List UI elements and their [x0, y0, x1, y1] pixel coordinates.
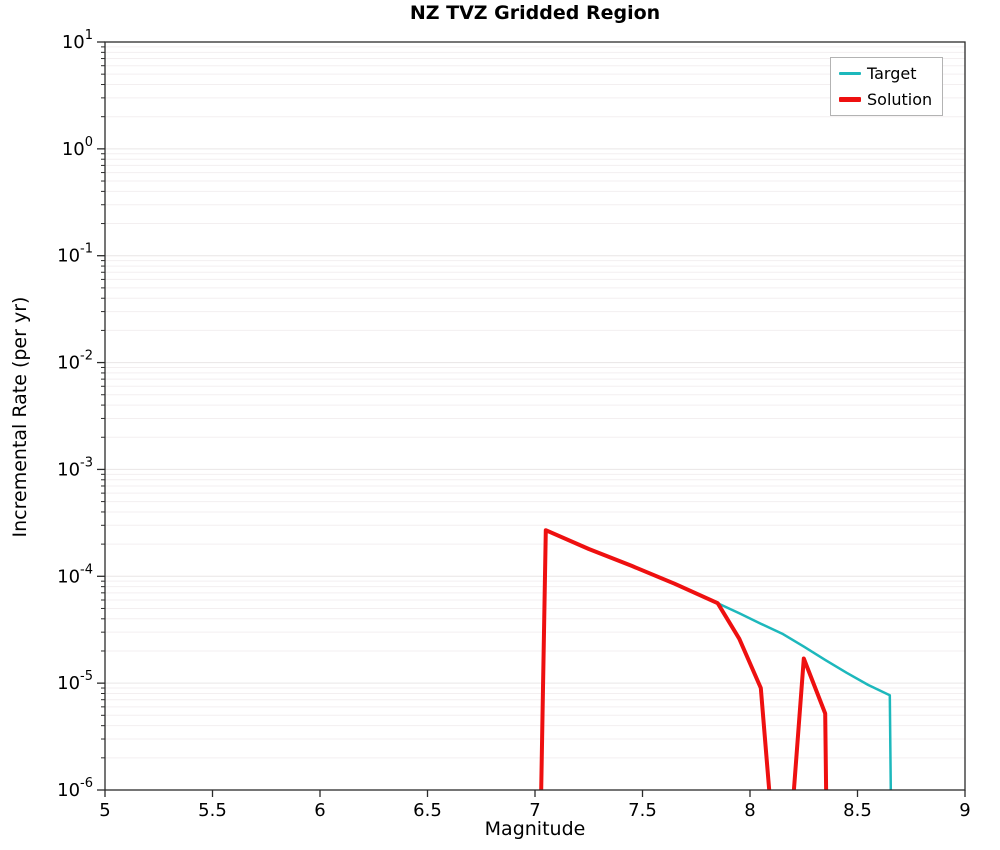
- legend-item-target: Target: [839, 64, 932, 83]
- legend-item-solution: Solution: [839, 90, 932, 109]
- solution-line-sample: [839, 97, 861, 102]
- x-tick-label: 8: [744, 800, 755, 821]
- axis-ticks: 101 100 10-1 10-2 10-3 10-4 10-5 10-6 5 5.5 6 6.5 7 7…: [57, 28, 971, 821]
- y-tick-label: 101: [62, 28, 93, 53]
- legend: Target Solution: [830, 57, 944, 116]
- x-tick-label: 6: [314, 800, 325, 821]
- target-line: [716, 601, 893, 790]
- series-lines: [539, 528, 893, 790]
- x-tick-label: 7: [529, 800, 540, 821]
- x-tick-label: 8.5: [843, 800, 872, 821]
- y-tick-label: 10-2: [57, 349, 93, 374]
- x-tick-label: 5: [99, 800, 110, 821]
- y-tick-label: 100: [62, 135, 93, 160]
- y-tick-label: 10-4: [57, 562, 93, 587]
- legend-label-target: Target: [867, 64, 917, 83]
- y-tick-label: 10-6: [57, 776, 93, 801]
- x-tick-label: 7.5: [628, 800, 657, 821]
- x-tick-label: 6.5: [413, 800, 442, 821]
- x-axis-label: Magnitude: [484, 818, 586, 840]
- x-tick-label: 5.5: [198, 800, 227, 821]
- y-tick-label: 10-5: [57, 669, 93, 694]
- solution-line: [539, 528, 829, 790]
- x-tick-label: 9: [959, 800, 970, 821]
- target-line-sample: [839, 72, 861, 75]
- gridlines: [105, 46, 965, 759]
- y-tick-label: 10-3: [57, 455, 93, 480]
- chart-title: NZ TVZ Gridded Region: [409, 2, 661, 24]
- y-tick-label: 10-1: [57, 242, 93, 267]
- legend-label-solution: Solution: [867, 90, 933, 109]
